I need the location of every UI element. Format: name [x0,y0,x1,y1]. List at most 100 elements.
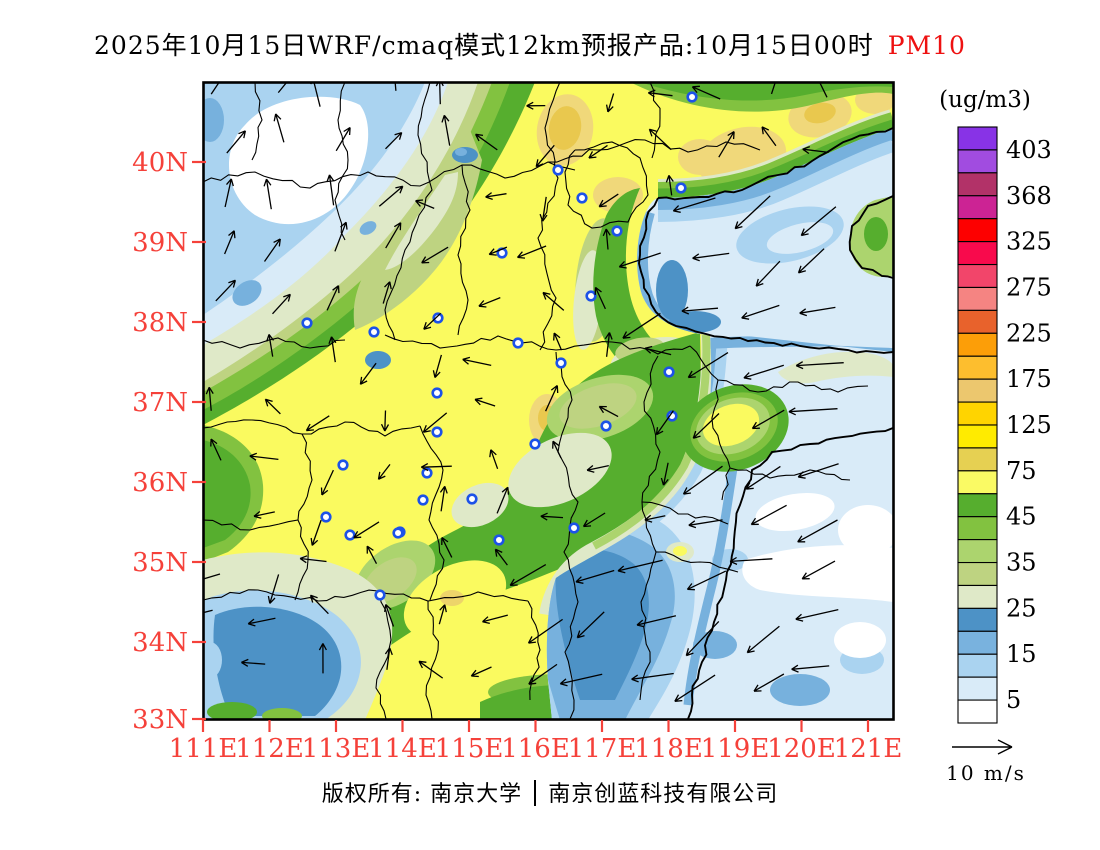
colorbar-units: (ug/m3) [939,87,1031,113]
wind-arrow [384,647,393,670]
wind-arrow [692,252,730,262]
lat-label: 40N [132,148,188,178]
wind-arrow [598,405,619,418]
wind-arrow [692,413,720,439]
boundary-line [203,337,346,349]
wind-arrow [800,206,837,237]
wind-arrow [688,519,723,529]
wind-arrow [788,407,838,416]
lon-label: 115E [435,734,504,764]
wind-arrow [422,412,448,433]
wind-arrow [665,175,674,196]
copyright-owner: 版权所有: 南京大学 [321,782,523,807]
lon-label: 117E [568,734,637,764]
wind-arrow [334,221,348,252]
colorbar: 403 368 325 275 225 175 125 75 45 35 25 15 5 [957,126,1052,724]
colorbar-swatch [957,516,998,541]
wind-arrow [277,82,288,94]
copyright-divider [534,780,537,806]
wind-arrow [598,193,619,208]
wind-vectors [203,82,844,702]
wind-arrow [648,128,672,151]
boundary-line [297,433,313,521]
wind-arrow [205,386,214,411]
boundary-line [334,82,349,241]
shandong-hills [681,384,789,472]
city-station-marker [568,522,580,534]
wind-arrow [602,228,611,250]
city-station-marker [555,357,567,369]
colorbar-label: 25 [1006,594,1037,622]
wind-arrow [318,643,327,674]
boundary-line [729,467,851,481]
wind-arrow [385,131,403,150]
boundary-line [689,345,869,393]
wind-arrow [770,82,777,95]
lat-label: 36N [132,468,188,498]
city-station-marker [611,225,623,237]
colorbar-swatch [957,653,998,678]
coastline [657,127,894,201]
wind-arrow [299,555,327,564]
wind-arrow [509,564,547,586]
wind-arrow [353,521,380,539]
wind-arrow [745,465,781,490]
wind-arrow [273,113,285,143]
wind-arrow [527,618,563,644]
wind-arrow [552,440,562,459]
wind-arrow [672,197,716,213]
wind-arrow [210,82,224,95]
colorbar-label: 368 [1006,182,1052,210]
wind-arrow [441,114,451,146]
wind-arrow [729,556,773,565]
colorbar-label: 325 [1006,228,1052,256]
wind-arrow [241,658,266,667]
wind-arrow [682,465,723,495]
wind-arrow [328,336,337,363]
coastlines [638,127,894,720]
wind-arrow [494,548,508,566]
wind-arrow [478,296,501,308]
wind-arrow [489,449,499,470]
boundary-line [425,600,439,720]
boundary-line [203,589,529,602]
wind-arrow [441,536,453,558]
wind-scale-arrow [952,739,1013,755]
colorbar-label: 225 [1006,319,1052,347]
city-station-marker [392,527,404,539]
wind-arrow [470,666,492,678]
wind-arrow [335,126,351,152]
city-station-marker [421,467,433,479]
wind-arrow [263,238,281,262]
wind-arrow [326,174,335,206]
boundary-line [251,82,263,161]
wind-arrow [691,85,721,100]
wind-scale-legend: 10 m/s [946,739,1024,785]
wind-arrow [743,364,784,380]
coastline [638,197,894,354]
lon-label: 120E [767,734,836,764]
wind-arrow [559,673,603,687]
wind-arrow [795,361,844,370]
colorbar-swatch [957,607,998,632]
wind-arrow [660,462,669,486]
wind-arrow [326,285,340,311]
wind-arrow [309,594,329,615]
figure-title: 2025年10月15日WRF/cmaq模式12km预报产品:10月15日00时 P… [0,26,1060,62]
wind-arrow [685,620,720,657]
boundary-line [384,334,691,355]
city-station-marker [368,326,380,338]
colorbar-label: 45 [1006,503,1037,531]
colorbar-swatch [957,699,998,724]
wind-arrow [253,510,275,519]
wind-arrow [622,312,661,339]
wind-arrow [264,398,281,415]
colorbar-label: 125 [1006,411,1052,439]
colorbar-swatch [957,149,998,174]
wind-arrow [797,519,838,543]
city-station-marker [675,182,687,194]
wind-arrow [535,144,555,168]
wind-arrow [226,130,247,154]
wind-arrow [488,246,508,256]
